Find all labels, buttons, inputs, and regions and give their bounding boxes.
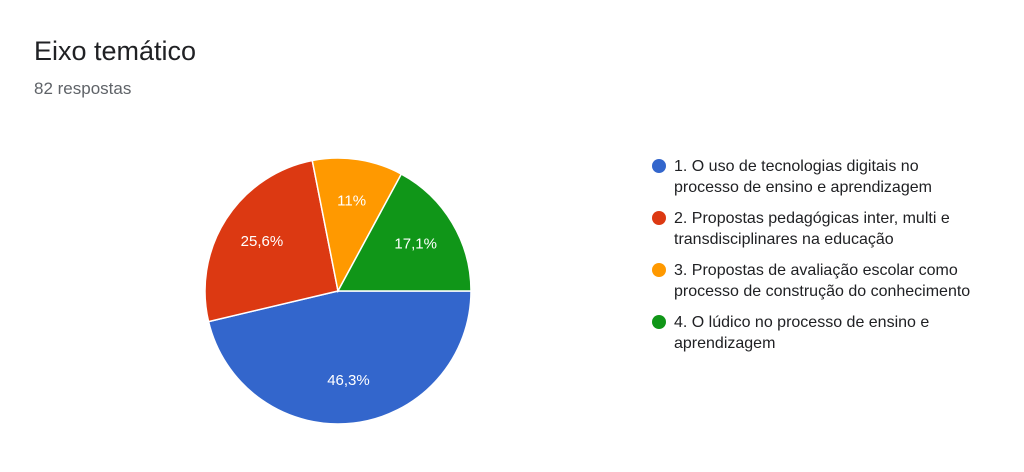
pie-chart: 46,3% 25,6% 11% 17,1% <box>204 157 472 425</box>
legend-label: 2. Propostas pedagógicas inter, multi e … <box>674 210 950 248</box>
legend-item-4: 4. O lúdico no processo de ensino e apre… <box>652 312 982 354</box>
legend-swatch-icon <box>652 211 666 225</box>
response-count: 82 respostas <box>34 79 132 98</box>
legend-item-2: 2. Propostas pedagógicas inter, multi e … <box>652 208 982 250</box>
pie-slice-4 <box>336 173 472 292</box>
pie-slice-label-2: 25,6% <box>241 233 284 250</box>
legend-swatch-icon <box>652 159 666 173</box>
legend-label: 1. O uso de tecnologias digitais no proc… <box>674 158 932 196</box>
pie-slice-label-4: 17,1% <box>394 236 437 253</box>
legend-label: 4. O lúdico no processo de ensino e apre… <box>674 314 930 352</box>
pie-slice-2 <box>204 159 339 323</box>
legend-item-1: 1. O uso de tecnologias digitais no proc… <box>652 156 982 198</box>
pie-slice-label-3: 11% <box>337 193 366 210</box>
chart-title: Eixo temático <box>34 36 197 66</box>
legend-label: 3. Propostas de avaliação escolar como p… <box>674 262 971 300</box>
chart-legend: 1. O uso de tecnologias digitais no proc… <box>652 156 982 364</box>
pie-slice-label-1: 46,3% <box>327 372 370 389</box>
pie-slice-3 <box>311 157 403 294</box>
legend-swatch-icon <box>652 315 666 329</box>
legend-item-3: 3. Propostas de avaliação escolar como p… <box>652 260 982 302</box>
legend-swatch-icon <box>652 263 666 277</box>
pie-slice-1 <box>207 290 472 425</box>
